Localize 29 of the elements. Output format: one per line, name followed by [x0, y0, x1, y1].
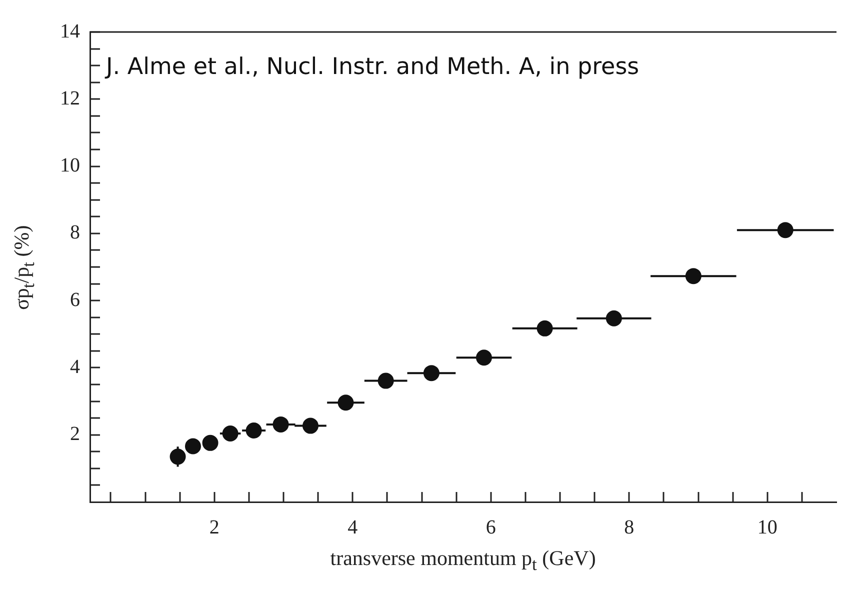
x-axis-title: transverse momentum p$_{t}$ (GeV): [330, 546, 596, 576]
x-tick-label: 8: [624, 516, 634, 538]
y-tick-label: 4: [70, 356, 80, 378]
y-tick-label: 8: [70, 222, 80, 244]
y-tick-label: 12: [60, 87, 80, 110]
x-tick-label: 4: [348, 516, 358, 538]
y-tick-label: 2: [70, 423, 80, 446]
y-tick-label: 14: [60, 20, 80, 42]
point: [777, 222, 794, 238]
point: [606, 310, 622, 326]
point: [536, 320, 553, 336]
point: [184, 438, 201, 454]
y-tick-label: 10: [60, 154, 80, 177]
point: [476, 350, 492, 366]
x-tick-label: 6: [486, 516, 496, 538]
point: [685, 268, 702, 284]
x-tick-label: 2: [209, 516, 220, 538]
point: [302, 418, 318, 434]
point: [202, 434, 218, 451]
point: [222, 426, 238, 442]
annotation: J. Alme et al., Nucl. Instr. and Meth. A, in press: [106, 54, 640, 80]
point: [272, 416, 289, 432]
point: [378, 372, 394, 389]
point: [246, 422, 262, 438]
point: [338, 394, 354, 411]
x-tick-label: 10: [757, 516, 778, 538]
y-tick-label: 6: [70, 288, 80, 311]
point: [423, 365, 440, 382]
point: [170, 448, 186, 465]
